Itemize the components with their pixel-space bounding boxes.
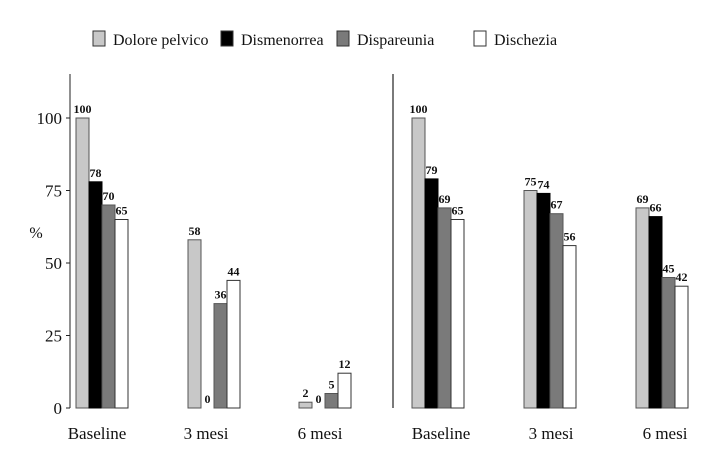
right-panel-data-label-dispareunia-3-mesi: 67 bbox=[551, 198, 563, 212]
right-panel-data-label-dolore-pelvico-baseline: 100 bbox=[410, 102, 428, 116]
left-panel-bar-dispareunia-baseline bbox=[101, 204, 116, 409]
y-tick-label: 0 bbox=[54, 399, 63, 418]
right-panel-bar-dispareunia-3-mesi bbox=[549, 213, 564, 409]
left-panel-data-label-dispareunia-3-mesi: 36 bbox=[215, 288, 227, 302]
right-panel-data-label-dismenorrea-3-mesi: 74 bbox=[538, 177, 550, 191]
left-panel-category-label-baseline: Baseline bbox=[68, 424, 127, 443]
legend-swatch-dismenorrea bbox=[220, 30, 234, 47]
left-panel-bar-dischezia-3-mesi bbox=[226, 279, 241, 409]
left-panel-data-label-dischezia-baseline: 65 bbox=[116, 204, 128, 218]
right-panel-category-label-baseline: Baseline bbox=[412, 424, 471, 443]
y-axis-title: % bbox=[29, 225, 42, 242]
y-tick-label: 100 bbox=[37, 109, 63, 128]
left-panel-bar-dischezia-baseline bbox=[114, 219, 129, 409]
left-panel-bar-dolore-pelvico-baseline bbox=[75, 117, 90, 409]
right-panel-bar-dismenorrea-3-mesi bbox=[536, 192, 551, 409]
right-panel-bar-dischezia-baseline bbox=[450, 219, 465, 409]
left-panel-bar-dolore-pelvico-3-mesi bbox=[187, 239, 202, 409]
right-panel-bar-dismenorrea-baseline bbox=[424, 178, 439, 409]
left-panel-data-label-dismenorrea-6-mesi: 0 bbox=[316, 392, 322, 406]
right-panel-bar-dolore-pelvico-3-mesi bbox=[523, 190, 538, 409]
right-panel-bar-dischezia-6-mesi bbox=[674, 285, 689, 409]
right-panel-data-label-dischezia-3-mesi: 56 bbox=[564, 230, 576, 244]
legend-label-dolore-pelvico: Dolore pelvico bbox=[113, 32, 209, 49]
legend: Dolore pelvico Dismenorrea Dispareunia Disc… bbox=[92, 30, 557, 49]
left-panel-bar-dischezia-6-mesi bbox=[337, 372, 352, 409]
right-panel-data-label-dismenorrea-6-mesi: 66 bbox=[650, 201, 662, 215]
legend-swatch-dolore-pelvico bbox=[92, 30, 106, 47]
legend-label-dispareunia: Dispareunia bbox=[357, 32, 434, 49]
left-panel-data-label-dispareunia-6-mesi: 5 bbox=[329, 378, 335, 392]
right-panel-bar-dolore-pelvico-6-mesi bbox=[635, 207, 650, 409]
right-panel-data-label-dispareunia-baseline: 69 bbox=[439, 192, 451, 206]
bars bbox=[75, 117, 689, 409]
right-panel-data-label-dispareunia-6-mesi: 45 bbox=[663, 262, 675, 276]
left-panel-bar-dispareunia-3-mesi bbox=[213, 303, 228, 409]
left-panel-data-label-dischezia-3-mesi: 44 bbox=[228, 264, 240, 278]
left-panel-data-label-dismenorrea-baseline: 78 bbox=[90, 166, 102, 180]
right-panel-category-label-6-mesi: 6 mesi bbox=[643, 424, 688, 443]
y-tick-label: 25 bbox=[45, 327, 62, 346]
right-panel-bar-dolore-pelvico-baseline bbox=[411, 117, 426, 409]
right-panel-bar-dischezia-3-mesi bbox=[562, 245, 577, 409]
left-panel-bar-dolore-pelvico-6-mesi bbox=[298, 401, 313, 409]
left-panel-category-label-3-mesi: 3 mesi bbox=[184, 424, 229, 443]
left-panel-category-label-6-mesi: 6 mesi bbox=[298, 424, 343, 443]
left-panel-data-label-dischezia-6-mesi: 12 bbox=[339, 357, 351, 371]
left-panel-data-label-dolore-pelvico-3-mesi: 58 bbox=[189, 224, 201, 238]
right-panel-data-label-dolore-pelvico-6-mesi: 69 bbox=[637, 192, 649, 206]
right-panel-bar-dismenorrea-6-mesi bbox=[648, 216, 663, 409]
right-panel-bar-dispareunia-6-mesi bbox=[661, 277, 676, 409]
legend-label-dischezia: Dischezia bbox=[494, 32, 557, 49]
left-panel-data-label-dismenorrea-3-mesi: 0 bbox=[205, 392, 211, 406]
right-panel-category-label-3-mesi: 3 mesi bbox=[529, 424, 574, 443]
left-panel-data-label-dolore-pelvico-6-mesi: 2 bbox=[303, 386, 309, 400]
legend-swatch-dischezia bbox=[473, 30, 487, 47]
right-panel-data-label-dolore-pelvico-3-mesi: 75 bbox=[525, 175, 537, 189]
left-panel-bar-dismenorrea-baseline bbox=[88, 181, 103, 409]
legend-swatch-dispareunia bbox=[336, 30, 350, 47]
right-panel-data-label-dischezia-baseline: 65 bbox=[452, 204, 464, 218]
y-tick-label: 75 bbox=[45, 182, 62, 201]
legend-label-dismenorrea: Dismenorrea bbox=[241, 32, 324, 49]
left-panel-data-label-dispareunia-baseline: 70 bbox=[103, 189, 115, 203]
left-panel-bar-dispareunia-6-mesi bbox=[324, 393, 339, 409]
left-panel-data-label-dolore-pelvico-baseline: 100 bbox=[74, 102, 92, 116]
right-panel-data-label-dischezia-6-mesi: 42 bbox=[676, 270, 688, 284]
y-tick-label: 50 bbox=[45, 254, 62, 273]
right-panel-data-label-dismenorrea-baseline: 79 bbox=[426, 163, 438, 177]
right-panel-bar-dispareunia-baseline bbox=[437, 207, 452, 409]
